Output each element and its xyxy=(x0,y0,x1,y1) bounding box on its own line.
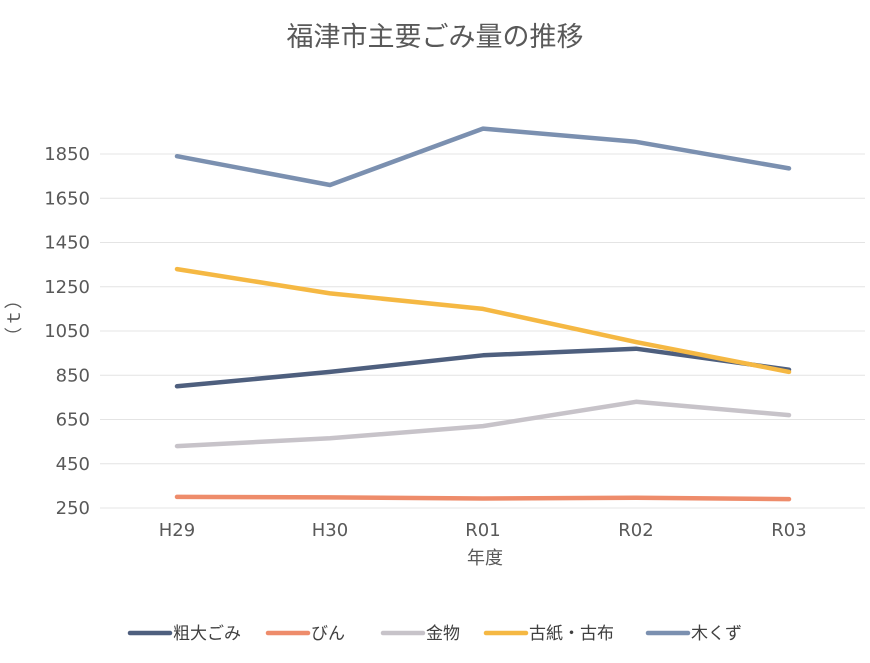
legend-label: 粗大ごみ xyxy=(173,624,241,644)
series-line xyxy=(174,494,792,502)
legend-label: 古紙・古布 xyxy=(529,624,614,644)
series-lines xyxy=(174,126,792,502)
y-axis-ticks: 250 450 650 850 1050 1250 1450 1650 1850 xyxy=(44,144,90,519)
series-line xyxy=(174,346,792,389)
gridlines xyxy=(100,153,865,509)
x-tick-label: R01 xyxy=(465,520,500,541)
legend: 粗大ごみ びん 金物 古紙・古布 木くず xyxy=(127,624,742,644)
legend-label: 木くず xyxy=(691,624,742,644)
x-tick-label: H30 xyxy=(312,520,348,541)
y-tick-label: 1850 xyxy=(44,144,90,165)
y-tick-label: 1650 xyxy=(44,188,90,209)
y-axis-label: （ｔ） xyxy=(4,291,25,345)
series-line xyxy=(174,399,792,449)
y-tick-label: 1450 xyxy=(44,233,90,254)
series-line xyxy=(174,126,792,188)
x-tick-label: R02 xyxy=(618,520,653,541)
legend-label: 金物 xyxy=(426,624,460,644)
y-tick-label: 1250 xyxy=(44,277,90,298)
y-tick-label: 250 xyxy=(56,498,90,519)
legend-label: びん xyxy=(311,624,345,644)
x-tick-label: H29 xyxy=(159,520,195,541)
y-tick-label: 850 xyxy=(56,365,90,386)
x-axis-label: 年度 xyxy=(467,548,503,569)
x-tick-label: R03 xyxy=(771,520,806,541)
y-tick-label: 450 xyxy=(56,454,90,475)
y-tick-label: 1050 xyxy=(44,321,90,342)
chart-title: 福津市主要ごみ量の推移 xyxy=(287,22,584,53)
x-axis-ticks: H29 H30 R01 R02 R03 xyxy=(159,520,807,541)
y-tick-label: 650 xyxy=(56,410,90,431)
series-line xyxy=(174,266,792,375)
